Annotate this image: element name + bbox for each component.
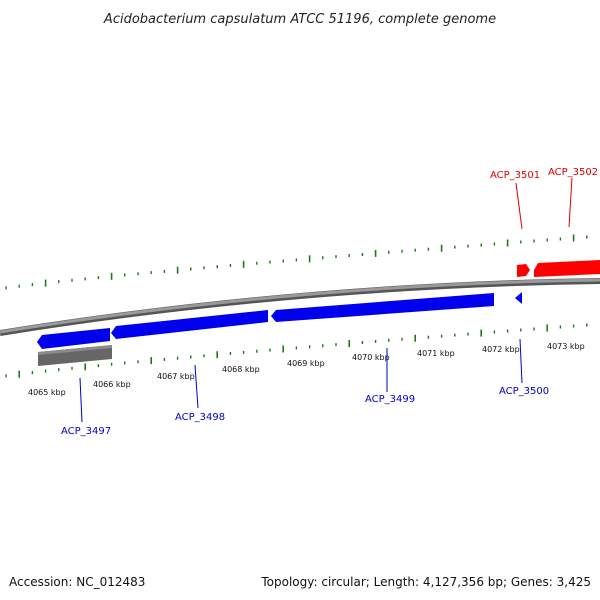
gene-arrow-acp-3500[interactable] (515, 292, 522, 304)
kbp-label: 4067 kbp (157, 372, 195, 381)
kbp-label: 4068 kbp (222, 365, 260, 374)
kbp-label: 4073 kbp (547, 342, 585, 351)
leader-line-acp-3497 (79, 377, 83, 423)
gene-arrow-acp-3502[interactable] (534, 260, 600, 277)
genome-summary: Topology: circular; Length: 4,127,356 bp… (260, 575, 591, 589)
genome-title: Acidobacterium capsulatum ATCC 51196, co… (103, 12, 496, 27)
feature-bar-gray-highlight (38, 345, 112, 355)
leader-line-acp-3502 (568, 177, 573, 228)
gene-label-acp-3502[interactable]: ACP_3502 (548, 167, 598, 178)
genome-backbone (0, 278, 600, 336)
gene-label-acp-3501[interactable]: ACP_3501 (490, 170, 540, 181)
gene-arrow-acp-3497[interactable] (37, 328, 110, 349)
kbp-label: 4070 kbp (352, 353, 390, 362)
accession-label: Accession: NC_012483 (9, 575, 145, 589)
leader-line-acp-3501 (515, 182, 523, 230)
gene-label-acp-3498[interactable]: ACP_3498 (175, 412, 225, 423)
kbp-scale-labels: 4065 kbp 4066 kbp 4067 kbp 4068 kbp 4069… (28, 342, 585, 397)
kbp-label: 4072 kbp (482, 345, 520, 354)
gene-labels: ACP_3501 ACP_3502 ACP_3497 ACP_3498 ACP_… (61, 167, 598, 437)
gene-label-acp-3500[interactable]: ACP_3500 (499, 386, 549, 397)
outer-tick-row (5, 234, 588, 290)
kbp-label: 4069 kbp (287, 359, 325, 368)
gene-label-acp-3497[interactable]: ACP_3497 (61, 426, 111, 437)
gene-arrow-acp-3499[interactable] (271, 293, 494, 322)
inner-tick-row (5, 323, 588, 378)
gene-label-acp-3499[interactable]: ACP_3499 (365, 394, 415, 405)
kbp-label: 4065 kbp (28, 388, 66, 397)
leader-line-acp-3500 (519, 338, 523, 384)
kbp-label: 4066 kbp (93, 380, 131, 389)
gene-arrow-acp-3498[interactable] (111, 310, 268, 339)
kbp-label: 4071 kbp (417, 349, 455, 358)
gene-arrow-acp-3501[interactable] (517, 264, 530, 277)
leader-line-acp-3498 (194, 364, 199, 409)
gene-label-leaders (79, 177, 573, 423)
genome-backbone-highlight (0, 278, 600, 334)
